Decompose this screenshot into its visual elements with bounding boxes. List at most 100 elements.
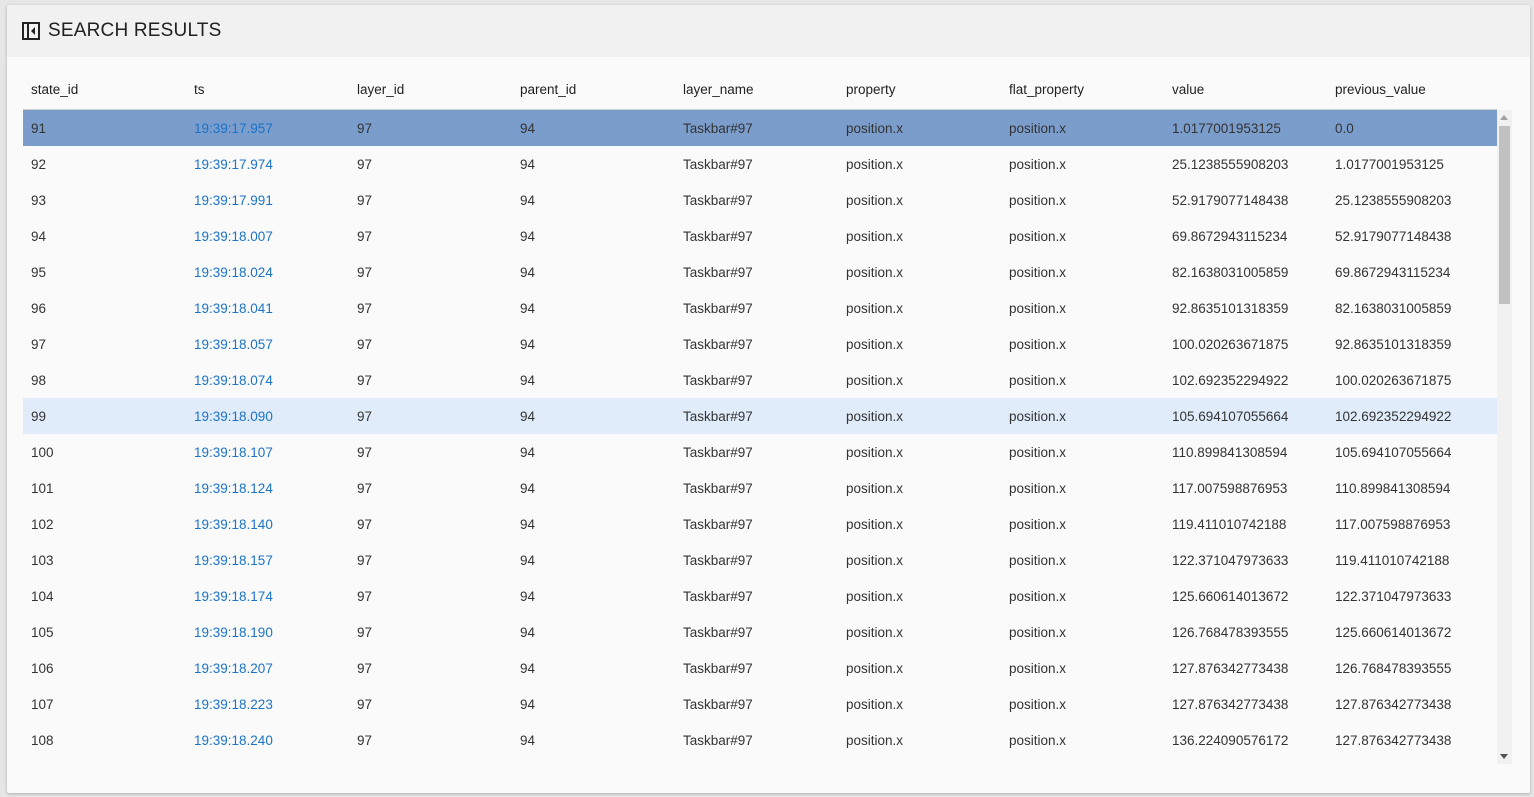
timestamp-link[interactable]: 19:39:18.041 [194, 300, 273, 316]
cell-previous-value: 127.876342773438 [1335, 696, 1452, 712]
cell-parent-id: 94 [520, 228, 536, 244]
table-row[interactable]: 107 19:39:18.223 97 94 Taskbar#97 position.x p… [23, 686, 1497, 722]
cell-flat-property: position.x [1009, 300, 1067, 316]
cell-layer-name: Taskbar#97 [683, 588, 753, 604]
cell-value: 110.899841308594 [1172, 444, 1288, 460]
scroll-up-icon[interactable] [1500, 115, 1508, 120]
column-header-ts[interactable]: ts [194, 82, 205, 97]
cell-value: 105.694107055664 [1172, 408, 1289, 424]
table-row[interactable]: 105 19:39:18.190 97 94 Taskbar#97 position.x p… [23, 614, 1497, 650]
timestamp-link[interactable]: 19:39:18.157 [194, 552, 273, 568]
timestamp-link[interactable]: 19:39:18.174 [194, 588, 273, 604]
cell-layer-name: Taskbar#97 [683, 120, 753, 136]
timestamp-link[interactable]: 19:39:18.140 [194, 516, 273, 532]
cell-previous-value: 102.692352294922 [1335, 408, 1452, 424]
cell-value: 136.224090576172 [1172, 732, 1289, 748]
collapse-panel-icon[interactable] [22, 22, 40, 40]
column-header-parent-id[interactable]: parent_id [520, 82, 577, 97]
table-row[interactable]: 91 19:39:17.957 97 94 Taskbar#97 position.x po… [23, 110, 1497, 146]
table-row[interactable]: 98 19:39:18.074 97 94 Taskbar#97 position.x po… [23, 362, 1497, 398]
cell-state-id: 104 [31, 588, 54, 604]
cell-layer-name: Taskbar#97 [683, 516, 753, 532]
cell-property: position.x [846, 156, 904, 172]
cell-property: position.x [846, 120, 904, 136]
cell-property: position.x [846, 624, 904, 640]
column-header-layer-name[interactable]: layer_name [683, 82, 754, 97]
cell-value: 119.411010742188 [1172, 516, 1287, 532]
timestamp-link[interactable]: 19:39:17.974 [194, 156, 273, 172]
timestamp-link[interactable]: 19:39:18.074 [194, 372, 273, 388]
timestamp-link[interactable]: 19:39:18.223 [194, 696, 273, 712]
cell-flat-property: position.x [1009, 228, 1067, 244]
table-row[interactable]: 100 19:39:18.107 97 94 Taskbar#97 position.x p… [23, 434, 1497, 470]
cell-layer-name: Taskbar#97 [683, 696, 753, 712]
cell-property: position.x [846, 732, 904, 748]
cell-parent-id: 94 [520, 732, 536, 748]
table-row[interactable]: 94 19:39:18.007 97 94 Taskbar#97 position.x po… [23, 218, 1497, 254]
cell-state-id: 93 [31, 192, 47, 208]
timestamp-link[interactable]: 19:39:18.057 [194, 336, 273, 352]
cell-layer-id: 97 [357, 552, 373, 568]
cell-state-id: 102 [31, 516, 54, 532]
table-row[interactable]: 95 19:39:18.024 97 94 Taskbar#97 position.x po… [23, 254, 1497, 290]
cell-layer-id: 97 [357, 228, 373, 244]
scroll-down-icon[interactable] [1500, 754, 1508, 759]
scrollbar-thumb[interactable] [1499, 126, 1510, 304]
cell-layer-id: 97 [357, 480, 373, 496]
cell-value: 69.8672943115234 [1172, 228, 1288, 244]
timestamp-link[interactable]: 19:39:17.991 [194, 192, 273, 208]
cell-parent-id: 94 [520, 480, 536, 496]
column-header-property[interactable]: property [846, 82, 896, 97]
column-header-value[interactable]: value [1172, 82, 1205, 97]
timestamp-link[interactable]: 19:39:18.240 [194, 732, 273, 748]
timestamp-link[interactable]: 19:39:18.107 [194, 444, 273, 460]
cell-state-id: 91 [31, 120, 47, 136]
table-row[interactable]: 93 19:39:17.991 97 94 Taskbar#97 position.x po… [23, 182, 1497, 218]
cell-flat-property: position.x [1009, 696, 1067, 712]
cell-parent-id: 94 [520, 588, 536, 604]
timestamp-link[interactable]: 19:39:18.090 [194, 408, 273, 424]
cell-layer-id: 97 [357, 444, 373, 460]
column-header-layer-id[interactable]: layer_id [357, 82, 405, 97]
table-row[interactable]: 103 19:39:18.157 97 94 Taskbar#97 position.x p… [23, 542, 1497, 578]
cell-previous-value: 122.371047973633 [1335, 588, 1452, 604]
cell-state-id: 97 [31, 336, 47, 352]
cell-state-id: 105 [31, 624, 54, 640]
cell-property: position.x [846, 588, 904, 604]
timestamp-link[interactable]: 19:39:18.024 [194, 264, 273, 280]
cell-flat-property: position.x [1009, 156, 1067, 172]
cell-parent-id: 94 [520, 552, 536, 568]
cell-layer-id: 97 [357, 156, 373, 172]
table-row[interactable]: 102 19:39:18.140 97 94 Taskbar#97 position.x p… [23, 506, 1497, 542]
cell-layer-id: 97 [357, 624, 373, 640]
cell-flat-property: position.x [1009, 372, 1067, 388]
timestamp-link[interactable]: 19:39:18.190 [194, 624, 273, 640]
cell-previous-value: 100.020263671875 [1335, 372, 1452, 388]
cell-previous-value: 1.0177001953125 [1335, 156, 1444, 172]
table-row[interactable]: 104 19:39:18.174 97 94 Taskbar#97 position.x p… [23, 578, 1497, 614]
timestamp-link[interactable]: 19:39:17.957 [194, 120, 273, 136]
cell-property: position.x [846, 444, 904, 460]
cell-property: position.x [846, 516, 904, 532]
cell-layer-name: Taskbar#97 [683, 408, 753, 424]
cell-flat-property: position.x [1009, 552, 1067, 568]
table-row[interactable]: 101 19:39:18.124 97 94 Taskbar#97 position.x p… [23, 470, 1497, 506]
cell-value: 82.1638031005859 [1172, 264, 1289, 280]
table-row[interactable]: 106 19:39:18.207 97 94 Taskbar#97 position.x p… [23, 650, 1497, 686]
table-row[interactable]: 92 19:39:17.974 97 94 Taskbar#97 position.x po… [23, 146, 1497, 182]
scrollbar[interactable] [1497, 110, 1512, 764]
table-row[interactable]: 99 19:39:18.090 97 94 Taskbar#97 position.x po… [23, 398, 1497, 434]
timestamp-link[interactable]: 19:39:18.124 [194, 480, 273, 496]
table-row[interactable]: 108 19:39:18.240 97 94 Taskbar#97 position.x p… [23, 722, 1497, 758]
cell-layer-name: Taskbar#97 [683, 300, 753, 316]
panel-title: SEARCH RESULTS [48, 20, 222, 41]
cell-value: 100.020263671875 [1172, 336, 1289, 352]
column-header-flat-property[interactable]: flat_property [1009, 82, 1085, 97]
column-header-state-id[interactable]: state_id [31, 82, 79, 97]
timestamp-link[interactable]: 19:39:18.207 [194, 660, 273, 676]
table-row[interactable]: 96 19:39:18.041 97 94 Taskbar#97 position.x po… [23, 290, 1497, 326]
table-row[interactable]: 97 19:39:18.057 97 94 Taskbar#97 position.x po… [23, 326, 1497, 362]
timestamp-link[interactable]: 19:39:18.007 [194, 228, 273, 244]
table-header: state_id ts layer_id parent_id layer_name pro… [23, 70, 1497, 110]
column-header-previous-value[interactable]: previous_value [1335, 82, 1426, 97]
